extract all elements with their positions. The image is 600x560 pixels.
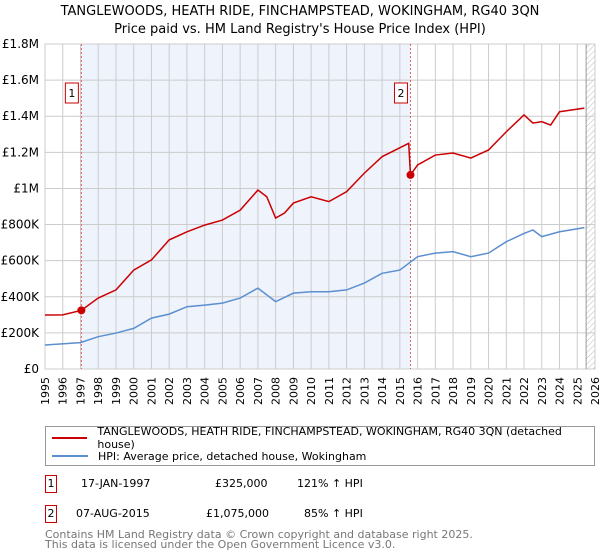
sale-price: £325,000 (215, 477, 268, 490)
sale-date: 17-JAN-1997 (81, 477, 151, 490)
x-tick-label: 1995 (39, 377, 52, 405)
x-tick-label: 2012 (341, 377, 354, 405)
footer-line: This data is licensed under the Open Gov… (45, 538, 396, 551)
sale-price: £1,075,000 (206, 507, 269, 520)
plot-border (44, 43, 596, 370)
footer: Contains HM Land Registry data © Crown c… (45, 528, 473, 551)
x-tick-label: 2006 (234, 377, 247, 405)
x-tick-label: 2023 (536, 377, 549, 405)
sale-badge: 1 (45, 475, 57, 493)
x-tick-label: 2000 (128, 377, 141, 405)
x-tick-label: 2001 (145, 377, 158, 405)
legend-item-property: TANGLEWOODS, HEATH RIDE, FINCHAMPSTEAD, … (52, 425, 594, 451)
sale-badge: 2 (45, 505, 57, 523)
x-tick-label: 2017 (429, 377, 442, 405)
x-tick-label: 2024 (554, 377, 567, 405)
x-tick-label: 2005 (216, 377, 229, 405)
x-tick-label: 2008 (270, 377, 283, 405)
y-tick-label: £0 (24, 362, 39, 376)
x-tick-label: 2019 (465, 377, 478, 405)
y-tick-label: £400K (1, 290, 41, 304)
y-tick-label: £800K (1, 218, 41, 232)
sale-hpi: 121% ↑ HPI (297, 477, 363, 490)
sale-point (406, 170, 415, 179)
legend-swatch-red (52, 437, 88, 439)
x-tick-label: 2010 (305, 377, 318, 405)
sale-badge-box (393, 82, 408, 104)
plot-area: 1995 1996 1997 1998 1999 2000 2001 2002 2003 2004… (1, 37, 600, 405)
x-tick-label: 2018 (447, 377, 460, 405)
series-line-hpi (44, 226, 585, 346)
x-tick-label: 2025 (571, 377, 584, 405)
legend-label: TANGLEWOODS, HEATH RIDE, FINCHAMPSTEAD, … (97, 425, 562, 451)
x-tick-label: 2020 (483, 377, 496, 405)
x-tick-label: 2016 (412, 377, 425, 405)
x-tick-label: 2014 (376, 377, 389, 405)
x-tick-label: 1996 (57, 377, 70, 405)
x-tick-label: 2004 (199, 377, 212, 405)
x-tick-label: 1998 (92, 377, 105, 405)
sale-hpi: 85% ↑ HPI (304, 507, 363, 520)
x-tick-label: 2021 (500, 377, 513, 405)
x-tick-label: 2002 (163, 377, 176, 405)
x-tick-label: 2003 (181, 377, 194, 405)
chart-title: TANGLEWOODS, HEATH RIDE, FINCHAMPSTEAD, … (60, 4, 540, 19)
legend-item-hpi: HPI: Average price, detached house, Woki… (52, 447, 366, 465)
y-tick-label: £1.8M (2, 37, 39, 51)
y-tick-label: £600K (1, 254, 41, 268)
y-tick-label: £1.4M (2, 109, 39, 123)
sale-date: 07-AUG-2015 (76, 507, 150, 520)
x-tick-label: 2007 (252, 377, 265, 405)
legend: TANGLEWOODS, HEATH RIDE, FINCHAMPSTEAD, … (45, 425, 595, 466)
forecast-hatch (586, 44, 595, 369)
sale-badge-label: 2 (397, 87, 404, 100)
x-tick-label: 1999 (110, 377, 123, 405)
legend-swatch-blue (52, 455, 88, 457)
y-tick-label: £1M (13, 181, 39, 195)
x-tick-label: 2011 (323, 377, 336, 405)
x-tick-label: 2022 (518, 377, 531, 405)
chart-subtitle: Price paid vs. HM Land Registry's House … (114, 22, 486, 37)
sale-point (77, 306, 86, 315)
y-tick-label: £1.6M (2, 73, 39, 87)
sale-badge-label: 1 (68, 87, 75, 100)
shaded-period (81, 44, 411, 369)
x-tick-label: 2009 (287, 377, 300, 405)
x-tick-label: 1997 (74, 377, 87, 405)
x-tick-label: 2026 (589, 377, 600, 405)
legend-label: HPI: Average price, detached house, Woki… (98, 449, 367, 463)
x-tick-label: 2015 (394, 377, 407, 405)
x-tick-label: 2013 (358, 377, 371, 405)
y-tick-label: £200K (1, 326, 41, 340)
y-tick-label: £1.2M (2, 145, 39, 159)
footer-line: Contains HM Land Registry data © Crown c… (45, 528, 473, 541)
sale-badge-box (64, 82, 79, 104)
series-line-property (44, 107, 585, 316)
